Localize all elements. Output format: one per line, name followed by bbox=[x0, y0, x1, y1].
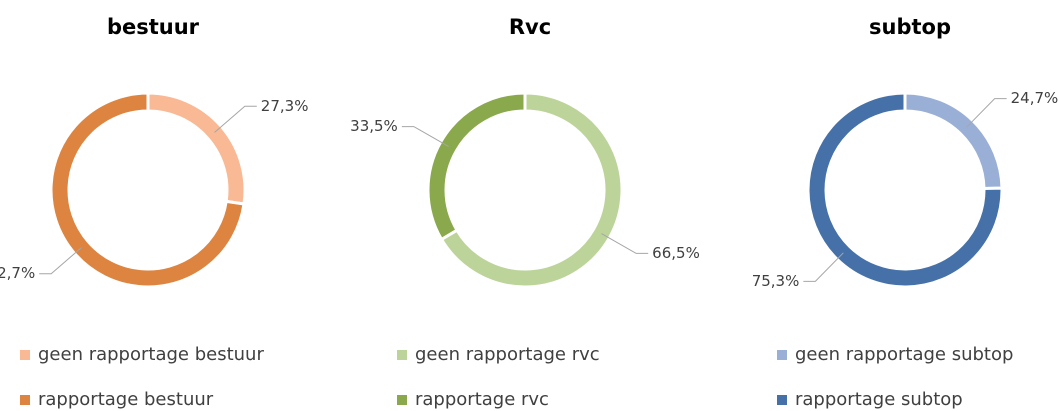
donut-segment bbox=[439, 91, 624, 289]
legend-label: rapportage bestuur bbox=[38, 389, 214, 410]
leader-line bbox=[39, 247, 82, 275]
donut-segment bbox=[49, 91, 246, 289]
data-label: 75,3% bbox=[752, 272, 800, 290]
legend-label: rapportage subtop bbox=[795, 389, 963, 410]
legend-label: geen rapportage subtop bbox=[795, 344, 1013, 365]
donut-segment bbox=[426, 91, 527, 242]
legend-swatch bbox=[777, 350, 787, 360]
chart-title: subtop bbox=[869, 15, 951, 39]
data-label: 72,7% bbox=[0, 264, 35, 282]
donut-segment bbox=[903, 91, 1004, 191]
chart-title: bestuur bbox=[107, 15, 200, 39]
legend-swatch bbox=[397, 395, 407, 405]
leader-line bbox=[214, 105, 257, 133]
data-label: 24,7% bbox=[1011, 89, 1059, 107]
donut-segment bbox=[806, 91, 1004, 289]
data-label: 66,5% bbox=[652, 244, 700, 262]
legend-label: rapportage rvc bbox=[415, 389, 549, 410]
legend-label: geen rapportage bestuur bbox=[38, 344, 264, 365]
leader-line bbox=[401, 126, 449, 147]
leader-line bbox=[966, 98, 1007, 128]
leader-line bbox=[803, 252, 844, 282]
legend-swatch bbox=[777, 395, 787, 405]
donut-segment bbox=[146, 91, 247, 206]
legend-swatch bbox=[20, 350, 30, 360]
legend-swatch bbox=[397, 350, 407, 360]
data-label: 33,5% bbox=[350, 117, 398, 135]
chart-title: Rvc bbox=[509, 15, 551, 39]
data-label: 27,3% bbox=[261, 97, 309, 115]
leader-line bbox=[601, 233, 649, 254]
legend-label: geen rapportage rvc bbox=[415, 344, 600, 365]
legend-swatch bbox=[20, 395, 30, 405]
